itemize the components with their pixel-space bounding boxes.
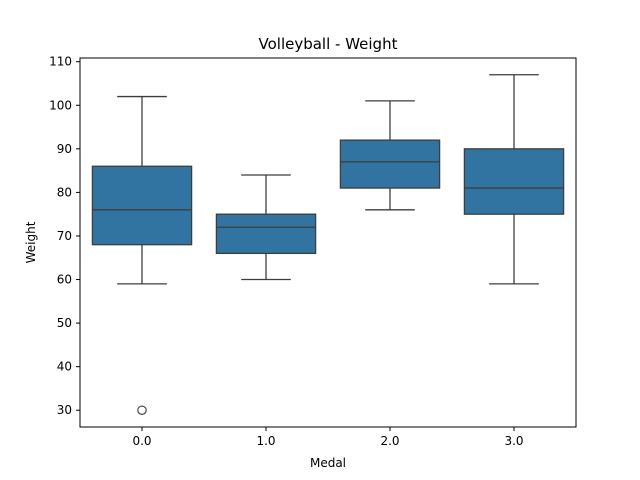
y-tick-label: 110	[49, 55, 72, 69]
y-tick-label: 50	[57, 316, 72, 330]
box-group-3.0	[463, 74, 565, 285]
box-group-1.0	[215, 174, 317, 281]
y-tick-label: 40	[57, 360, 72, 374]
y-tick-label: 70	[57, 229, 72, 243]
box	[339, 139, 441, 189]
axes-frame	[79, 57, 577, 428]
box-group-2.0	[339, 100, 441, 211]
box	[91, 165, 193, 246]
box	[215, 213, 317, 255]
box-group-0.0	[91, 95, 193, 415]
x-tick-label: 2.0	[380, 434, 399, 448]
y-axis-ticks: 30 40 50 60 70 80 90 100 110	[49, 55, 80, 417]
x-axis-label: Medal	[310, 456, 346, 470]
y-tick-label: 60	[57, 273, 72, 287]
x-tick-label: 0.0	[132, 434, 151, 448]
box	[463, 148, 565, 215]
y-tick-label: 100	[49, 98, 72, 112]
plot-area	[91, 74, 565, 415]
y-tick-label: 90	[57, 142, 72, 156]
x-axis-ticks: 0.0 1.0 2.0 3.0	[132, 427, 524, 448]
x-tick-label: 3.0	[504, 434, 523, 448]
y-tick-label: 80	[57, 185, 72, 199]
x-tick-label: 1.0	[256, 434, 275, 448]
y-axis-label: Weight	[24, 221, 38, 263]
chart-title: Volleyball - Weight	[259, 35, 398, 53]
y-tick-label: 30	[57, 403, 72, 417]
outlier-point	[137, 405, 147, 415]
